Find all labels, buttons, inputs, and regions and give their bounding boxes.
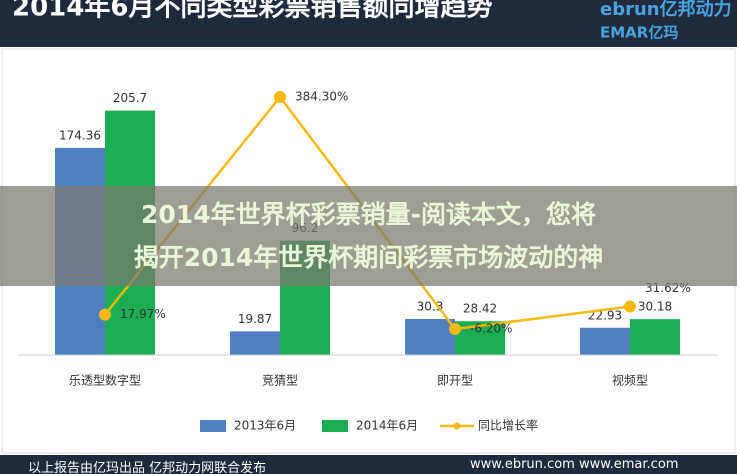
logo: EMAR亿玛 <box>600 24 678 42</box>
banner-line: 揭开2014年世界杯期间彩票市场波动的神 <box>133 243 604 272</box>
x-tick-label: 乐透型数字型 <box>69 373 141 388</box>
value-label: 28.42 <box>463 302 497 316</box>
value-label: -6.20% <box>470 321 512 335</box>
value-label: 19.87 <box>238 312 272 326</box>
legend-swatch <box>200 420 226 432</box>
bar <box>580 327 630 355</box>
logo: ebrun亿邦动力 <box>600 0 732 20</box>
value-label: 17.97% <box>120 307 166 321</box>
footer: 以上报告由亿玛出品 亿邦动力网联合发布 www.ebrun.com www.em… <box>0 455 737 474</box>
line-point <box>99 308 111 321</box>
x-tick-label: 视频型 <box>612 373 648 388</box>
legend-label: 同比增长率 <box>478 418 538 433</box>
line-point <box>624 300 636 313</box>
bar <box>405 319 455 355</box>
footer-text: 以上报告由亿玛出品 亿邦动力网联合发布 <box>28 461 267 474</box>
legend-swatch <box>322 420 348 432</box>
value-label: 174.36 <box>59 128 101 142</box>
footer-text: www.ebrun.com www.emar.com <box>470 457 679 472</box>
overlay-banner: 2014年世界杯彩票销量-阅读本文，您将 揭开2014年世界杯期间彩票市场波动的… <box>0 186 737 286</box>
x-tick-label: 竞猜型 <box>262 374 298 388</box>
value-label: 205.7 <box>113 91 147 105</box>
x-tick-label: 即开型 <box>437 374 473 388</box>
line-point <box>274 91 286 104</box>
banner-line: 2014年世界杯彩票销量-阅读本文，您将 <box>141 200 596 229</box>
value-label: 30.18 <box>638 300 672 314</box>
header-band <box>0 0 737 47</box>
legend-swatch <box>453 422 461 430</box>
bar <box>230 331 280 355</box>
legend-label: 2013年6月 <box>234 419 296 433</box>
value-label: 384.30% <box>295 90 348 104</box>
chart-title: 2014年6月不同类型彩票销售额同增趋势 <box>12 0 492 23</box>
legend-label: 2014年6月 <box>356 419 418 433</box>
line-point <box>449 322 461 335</box>
bar <box>630 319 680 355</box>
